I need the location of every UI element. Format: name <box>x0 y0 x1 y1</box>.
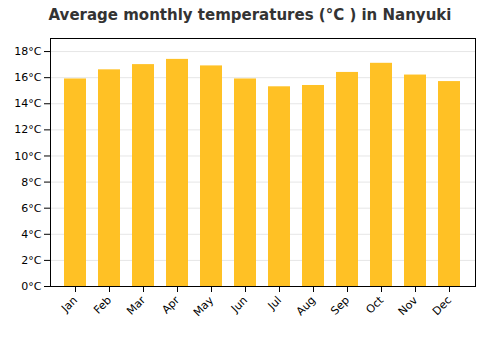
svg-text:10°C: 10°C <box>14 149 41 162</box>
svg-text:Jun: Jun <box>228 294 250 316</box>
svg-text:Nov: Nov <box>396 293 421 318</box>
svg-text:Sep: Sep <box>328 294 352 318</box>
svg-text:Jul: Jul <box>265 294 284 313</box>
svg-text:May: May <box>191 293 217 319</box>
svg-text:Feb: Feb <box>91 294 114 317</box>
svg-text:0°C: 0°C <box>21 280 41 293</box>
svg-text:Dec: Dec <box>430 294 454 318</box>
svg-text:Apr: Apr <box>159 293 182 316</box>
svg-text:8°C: 8°C <box>21 176 41 189</box>
svg-text:16°C: 16°C <box>14 71 41 84</box>
svg-text:14°C: 14°C <box>14 97 41 110</box>
svg-text:4°C: 4°C <box>21 228 41 241</box>
html-text:Average monthly temperatures (: Average monthly temperatures (°C ) in Na… <box>48 6 452 24</box>
svg-text:Oct: Oct <box>363 293 386 316</box>
svg-text:12°C: 12°C <box>14 123 41 136</box>
svg-text:2°C: 2°C <box>21 254 41 267</box>
svg-text:Jan: Jan <box>58 294 80 316</box>
svg-text:Aug: Aug <box>294 294 318 318</box>
svg-text:6°C: 6°C <box>21 202 41 215</box>
svg-text:18°C: 18°C <box>14 45 41 58</box>
svg-text:Mar: Mar <box>124 293 148 317</box>
